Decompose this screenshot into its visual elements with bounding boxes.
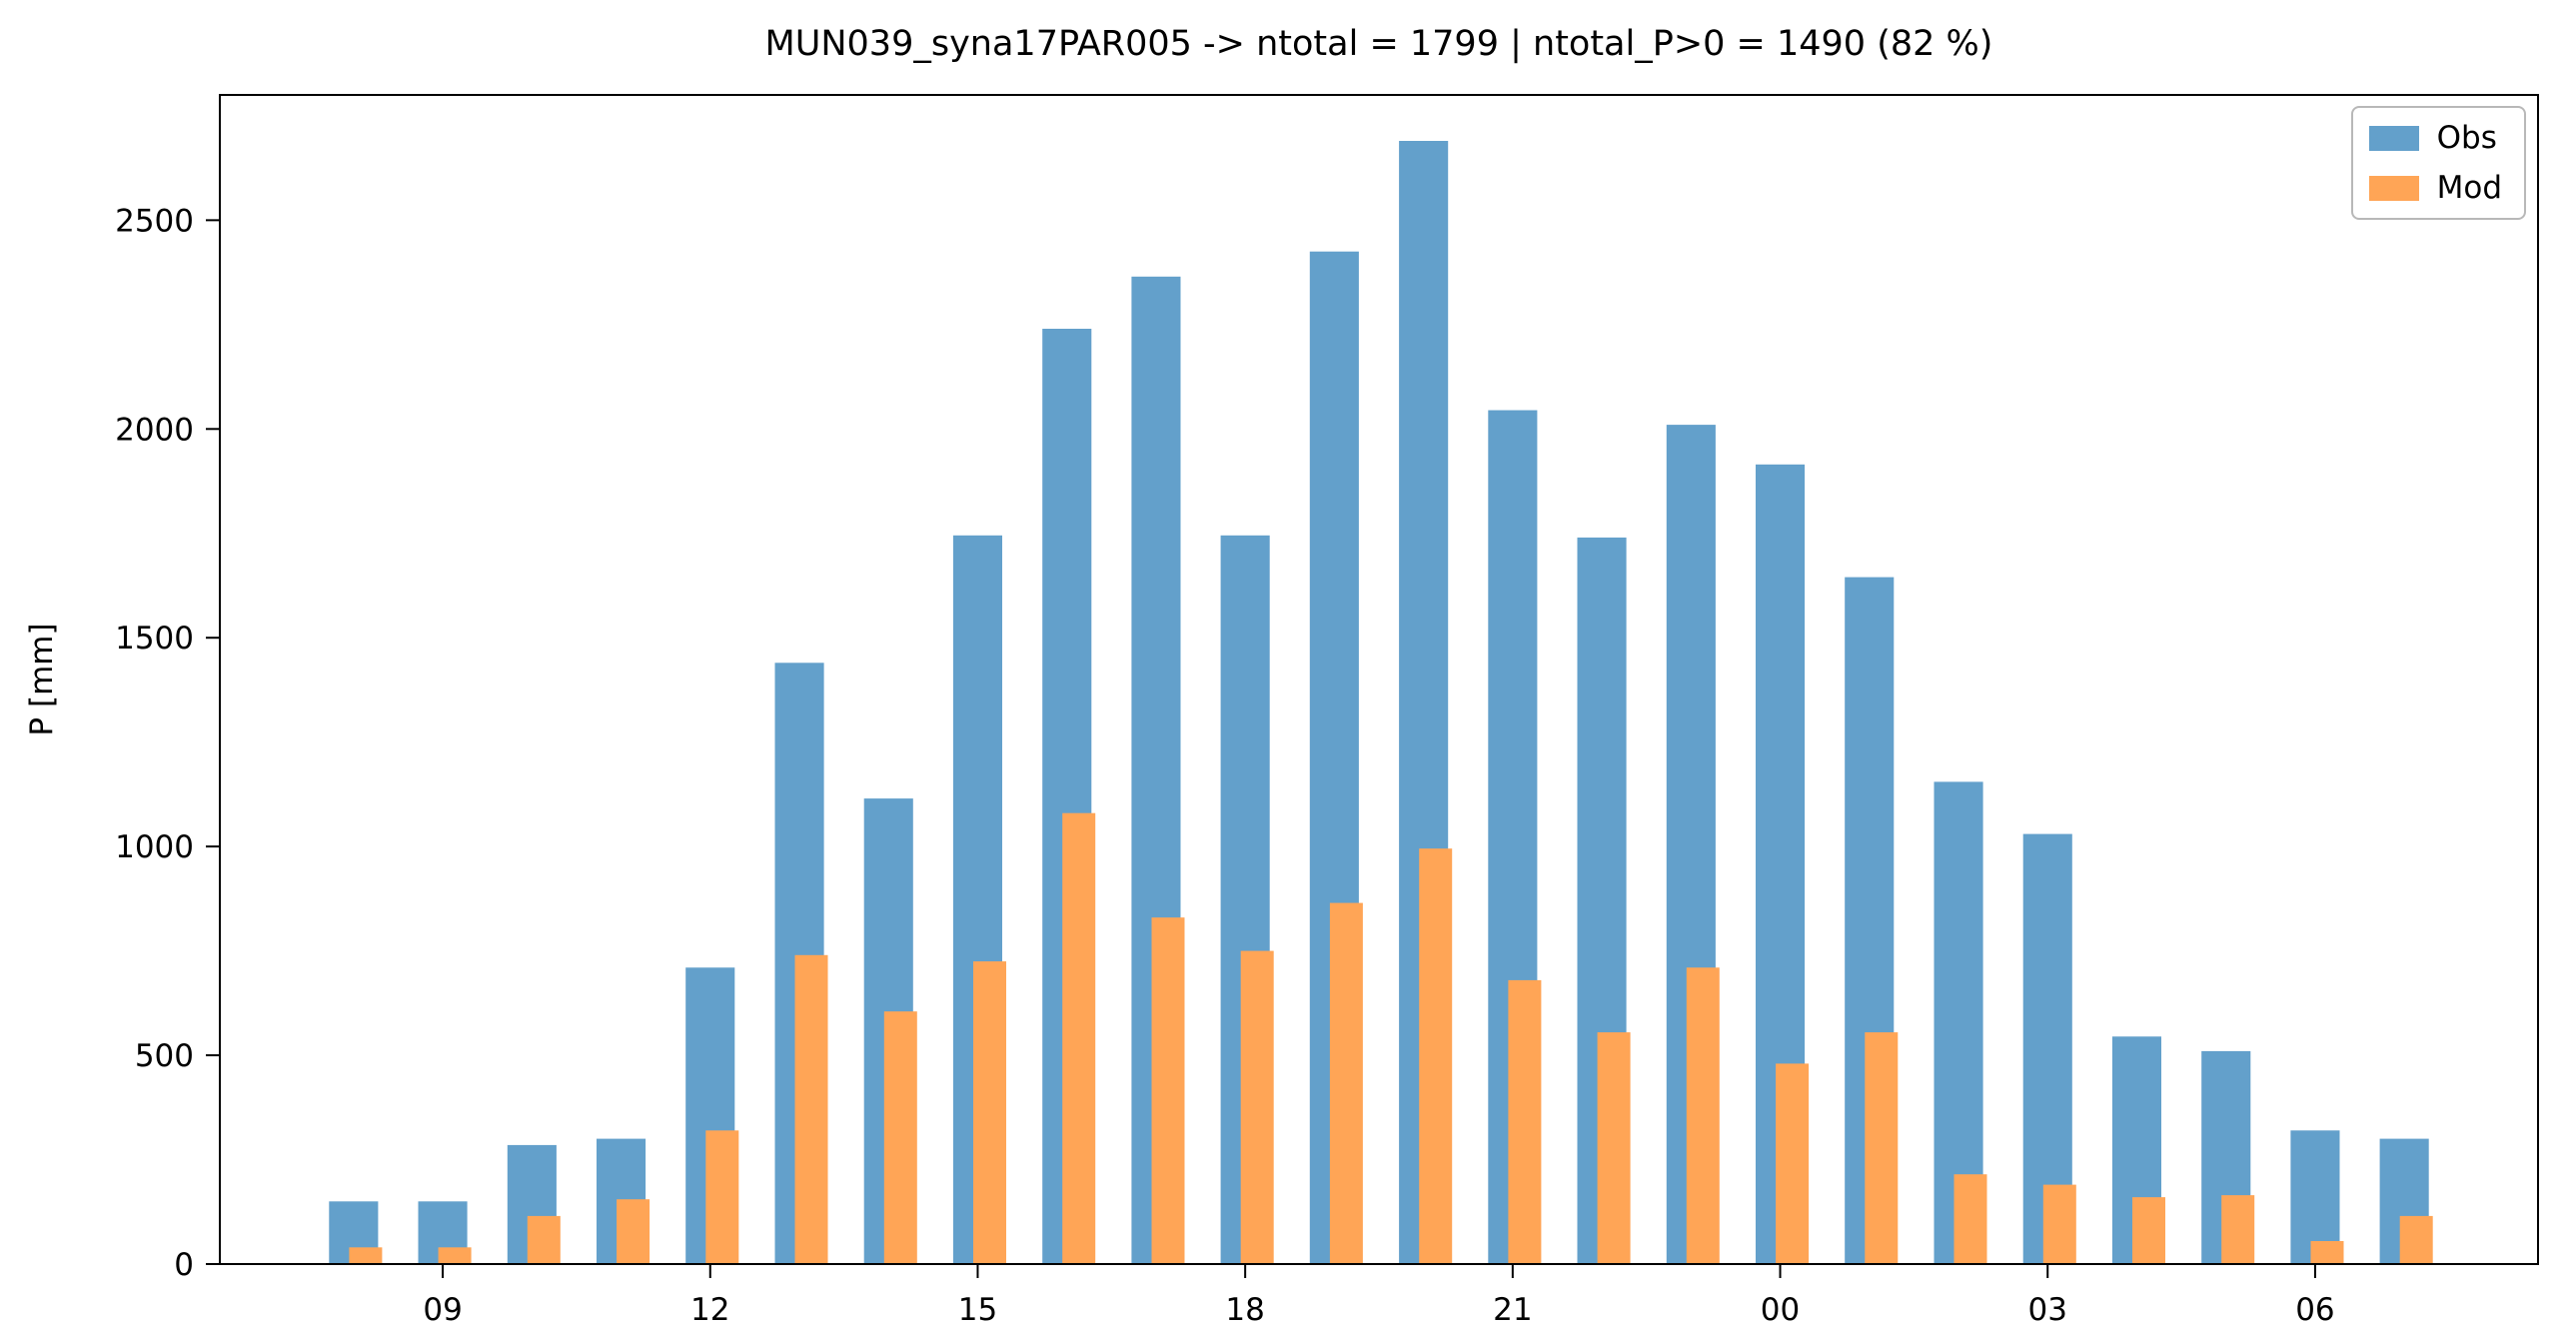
- x-tick-label: 09: [423, 1292, 462, 1328]
- bar-mod-07: [2399, 1215, 2433, 1264]
- bar-mod-05: [2221, 1195, 2255, 1264]
- bar-mod-20: [1419, 848, 1453, 1264]
- x-tick-label: 00: [1761, 1292, 1800, 1328]
- bar-mod-11: [617, 1199, 650, 1264]
- y-tick-label: 1500: [115, 621, 194, 657]
- bar-mod-16: [1062, 812, 1096, 1264]
- y-tick-label: 2000: [115, 412, 194, 448]
- bar-mod-19: [1329, 902, 1363, 1264]
- bar-mod-06: [2310, 1241, 2344, 1264]
- bar-mod-09: [438, 1247, 472, 1264]
- bar-mod-04: [2132, 1197, 2165, 1264]
- legend-item-mod: Mod: [2368, 170, 2502, 206]
- bar-mod-01: [1865, 1032, 1899, 1264]
- legend-swatch-mod: [2368, 175, 2419, 201]
- bar-mod-14: [883, 1011, 917, 1264]
- bar-mod-23: [1686, 967, 1720, 1264]
- legend-label-obs: Obs: [2436, 120, 2497, 156]
- legend: Obs Mod: [2350, 106, 2526, 220]
- axes-spines: [219, 94, 2539, 1265]
- bar-mod-02: [1953, 1174, 1987, 1264]
- legend-item-obs: Obs: [2368, 120, 2502, 156]
- x-tick-label: 21: [1493, 1292, 1532, 1328]
- bar-mod-18: [1240, 950, 1274, 1264]
- bar-mod-13: [794, 954, 828, 1264]
- chart-title: MUN039_syna17PAR005 -> ntotal = 1799 | n…: [764, 24, 1993, 64]
- x-tick-label: 12: [690, 1292, 729, 1328]
- y-tick-label: 2500: [115, 203, 194, 239]
- y-tick-label: 0: [174, 1247, 194, 1283]
- x-tick-label: 03: [2028, 1292, 2067, 1328]
- legend-label-mod: Mod: [2436, 170, 2502, 206]
- x-tick-label: 15: [958, 1292, 997, 1328]
- bar-mod-08: [349, 1247, 383, 1264]
- x-tick-label: 06: [2295, 1292, 2334, 1328]
- bar-mod-21: [1508, 979, 1542, 1264]
- y-tick-label: 500: [135, 1038, 194, 1074]
- bar-mod-17: [1151, 917, 1185, 1264]
- bar-mod-03: [2042, 1184, 2076, 1264]
- legend-swatch-obs: [2368, 125, 2419, 151]
- bar-mod-00: [1776, 1063, 1810, 1264]
- bar-mod-10: [527, 1215, 561, 1264]
- bar-mod-15: [973, 961, 1006, 1264]
- bar-mod-22: [1597, 1032, 1631, 1264]
- bar-mod-12: [705, 1130, 739, 1264]
- x-tick-label: 18: [1225, 1292, 1264, 1328]
- y-tick-label: 1000: [115, 829, 194, 865]
